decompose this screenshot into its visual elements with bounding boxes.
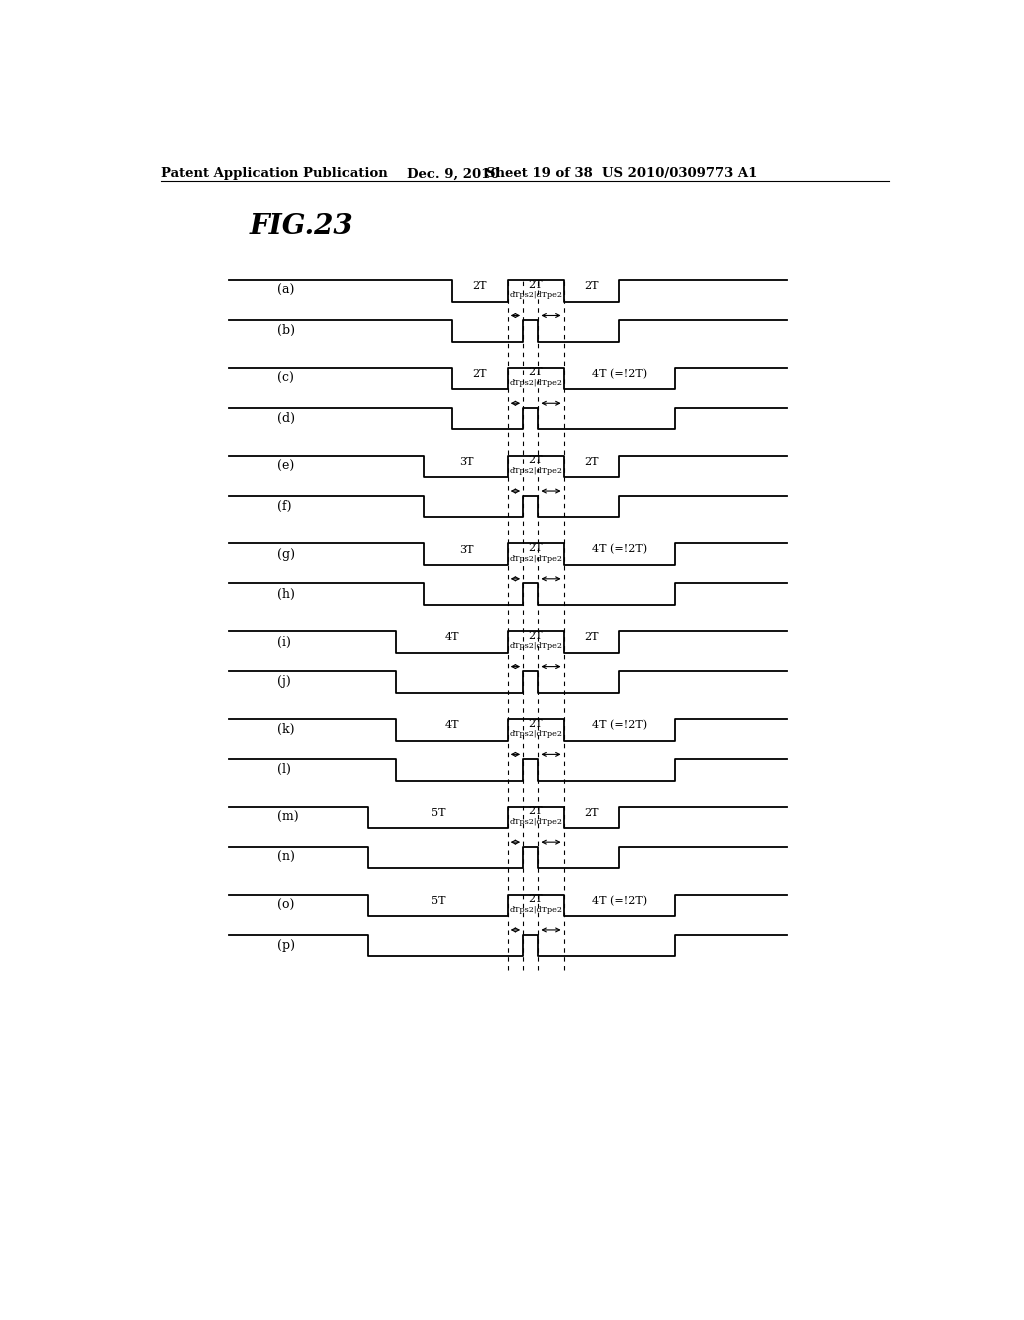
Text: Sheet 19 of 38: Sheet 19 of 38 bbox=[486, 168, 593, 181]
Text: (d): (d) bbox=[276, 412, 295, 425]
Text: (m): (m) bbox=[276, 810, 298, 824]
Text: Dec. 9, 2010: Dec. 9, 2010 bbox=[407, 168, 500, 181]
Text: (n): (n) bbox=[276, 851, 295, 865]
Text: US 2010/0309773 A1: US 2010/0309773 A1 bbox=[602, 168, 758, 181]
Text: Patent Application Publication: Patent Application Publication bbox=[161, 168, 387, 181]
Text: dTps2|dTpe2: dTps2|dTpe2 bbox=[509, 467, 562, 475]
Text: dTps2|dTpe2: dTps2|dTpe2 bbox=[509, 730, 562, 738]
Text: (j): (j) bbox=[276, 676, 291, 689]
Text: 4T (=!2T): 4T (=!2T) bbox=[592, 368, 647, 379]
Text: 2T: 2T bbox=[528, 631, 543, 640]
Text: FIG.23: FIG.23 bbox=[250, 213, 353, 240]
Text: dTps2|dTpe2: dTps2|dTpe2 bbox=[509, 292, 562, 300]
Text: (c): (c) bbox=[276, 372, 294, 385]
Text: 2T: 2T bbox=[528, 543, 543, 553]
Text: 2T: 2T bbox=[528, 367, 543, 378]
Text: 4T: 4T bbox=[444, 632, 459, 643]
Text: dTps2|dTpe2: dTps2|dTpe2 bbox=[509, 643, 562, 651]
Text: 2T: 2T bbox=[585, 808, 599, 818]
Text: (l): (l) bbox=[276, 763, 291, 776]
Text: dTps2|dTpe2: dTps2|dTpe2 bbox=[509, 906, 562, 913]
Text: (e): (e) bbox=[276, 459, 294, 473]
Text: 4T: 4T bbox=[444, 721, 459, 730]
Text: 2T: 2T bbox=[585, 457, 599, 467]
Text: (k): (k) bbox=[276, 723, 294, 737]
Text: 2T: 2T bbox=[473, 281, 487, 292]
Text: 5T: 5T bbox=[431, 896, 445, 906]
Text: 2T: 2T bbox=[585, 281, 599, 292]
Text: 2T: 2T bbox=[528, 807, 543, 816]
Text: (b): (b) bbox=[276, 325, 295, 338]
Text: dTps2|dTpe2: dTps2|dTpe2 bbox=[509, 554, 562, 562]
Text: 2T: 2T bbox=[585, 632, 599, 643]
Text: (p): (p) bbox=[276, 939, 295, 952]
Text: 2T: 2T bbox=[528, 455, 543, 465]
Text: dTps2|dTpe2: dTps2|dTpe2 bbox=[509, 379, 562, 387]
Text: (a): (a) bbox=[276, 284, 294, 297]
Text: 3T: 3T bbox=[459, 457, 473, 467]
Text: (o): (o) bbox=[276, 899, 294, 912]
Text: (f): (f) bbox=[276, 500, 291, 513]
Text: 3T: 3T bbox=[459, 545, 473, 554]
Text: dTps2|dTpe2: dTps2|dTpe2 bbox=[509, 818, 562, 826]
Text: 4T (=!2T): 4T (=!2T) bbox=[592, 895, 647, 906]
Text: 2T: 2T bbox=[528, 718, 543, 729]
Text: 4T (=!2T): 4T (=!2T) bbox=[592, 544, 647, 554]
Text: 2T: 2T bbox=[528, 894, 543, 904]
Text: (g): (g) bbox=[276, 548, 295, 561]
Text: 2T: 2T bbox=[528, 280, 543, 289]
Text: 2T: 2T bbox=[473, 370, 487, 379]
Text: 4T (=!2T): 4T (=!2T) bbox=[592, 719, 647, 730]
Text: 5T: 5T bbox=[431, 808, 445, 818]
Text: (i): (i) bbox=[276, 635, 291, 648]
Text: (h): (h) bbox=[276, 587, 295, 601]
